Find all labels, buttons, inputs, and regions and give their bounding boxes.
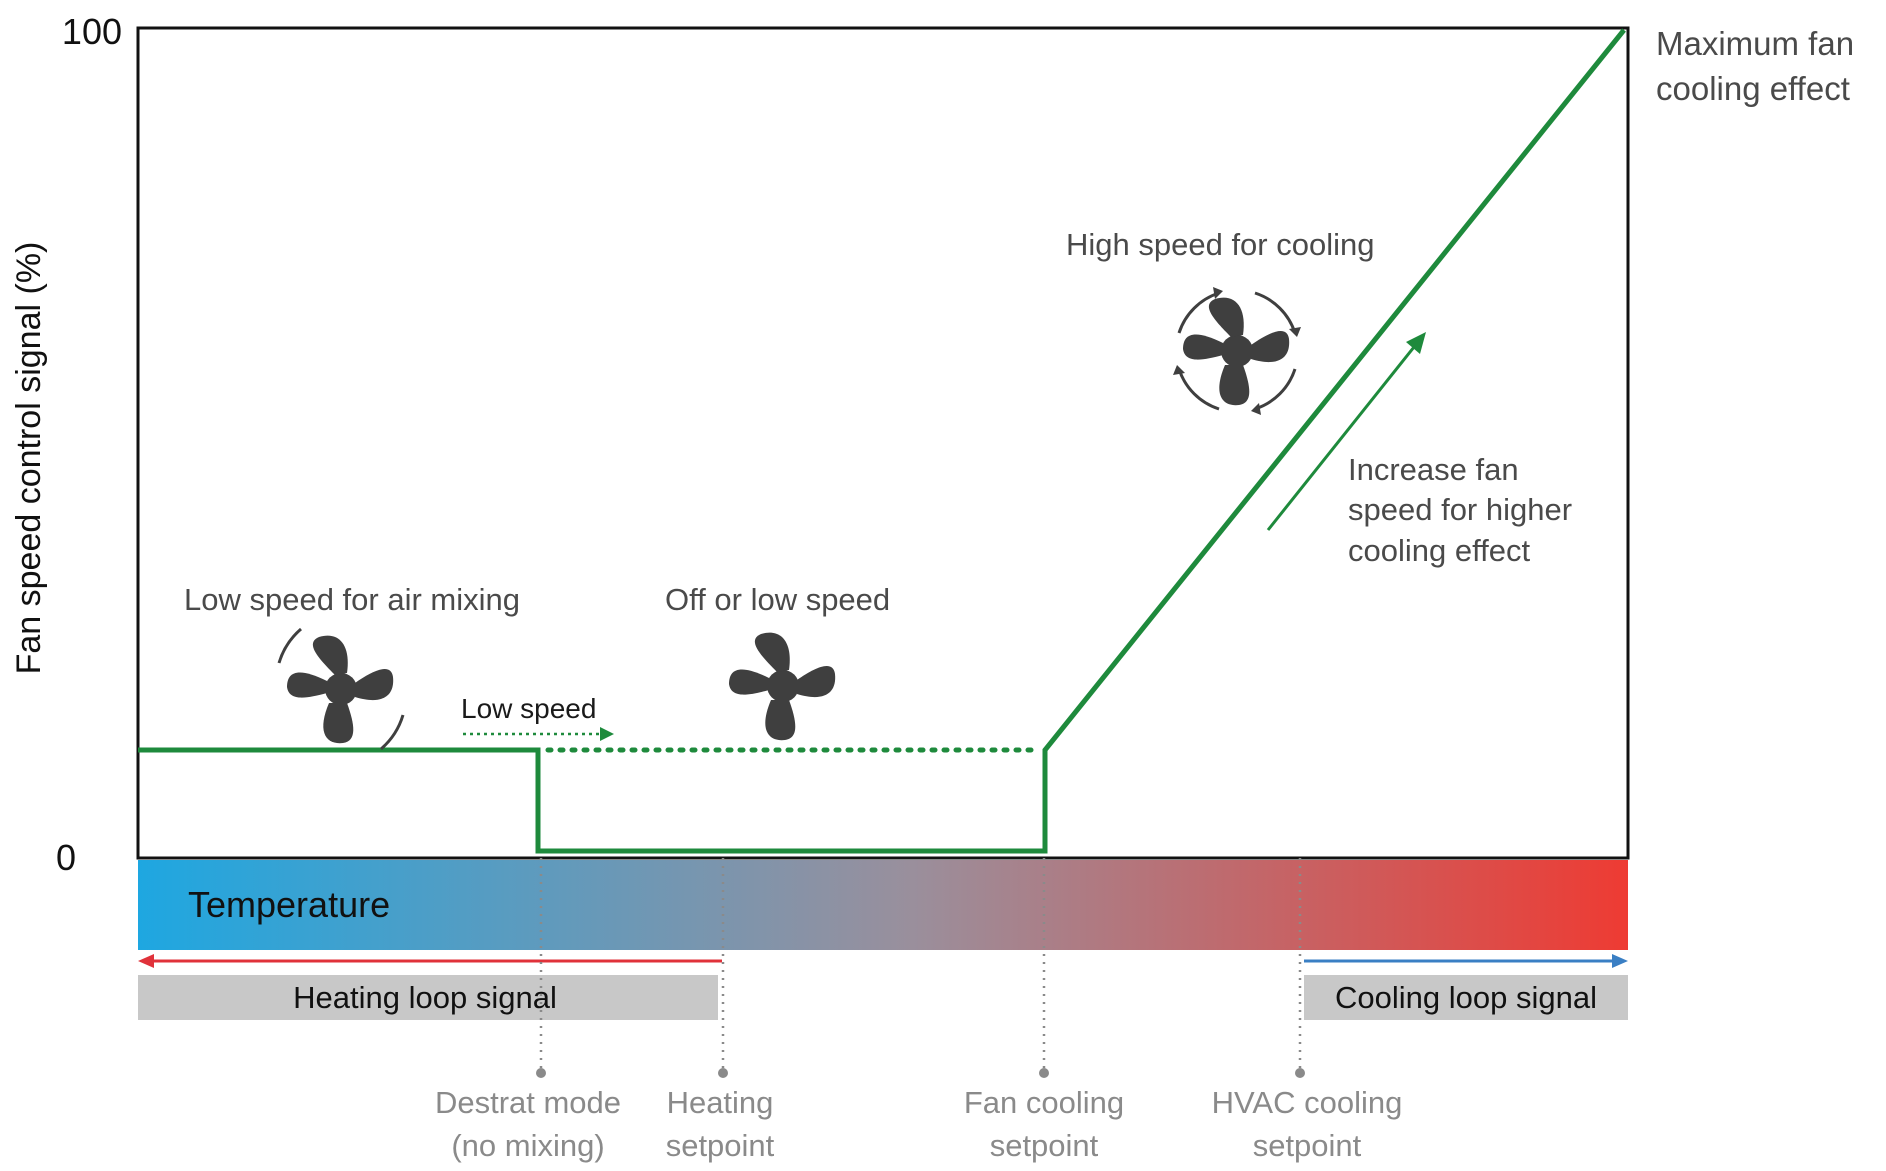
y-tick-100: 100 [62, 11, 122, 52]
increase-label-2: speed for higher [1348, 492, 1572, 527]
plot-frame [136, 26, 1630, 860]
low-speed-label: Low speed [461, 693, 596, 724]
signal-line-heating-low [138, 28, 1626, 854]
temperature-label: Temperature [188, 884, 390, 925]
heating-loop-label: Heating loop signal [293, 980, 557, 1015]
destrat-label-1: Destrat mode [435, 1085, 621, 1120]
fan-icon [729, 632, 836, 741]
hvac-cooling-setpoint-label-2: setpoint [1253, 1128, 1362, 1163]
max-fan-label-1: Maximum fan [1656, 25, 1854, 62]
y-axis-label: Fan speed control signal (%) [10, 242, 48, 675]
heating-loop-arrow [138, 954, 722, 968]
cooling-loop-label: Cooling loop signal [1335, 980, 1597, 1015]
high-speed-label: High speed for cooling [1066, 227, 1374, 262]
heating-setpoint-label-2: setpoint [666, 1128, 775, 1163]
increase-label-3: cooling effect [1348, 533, 1530, 568]
destrat-label-2: (no mixing) [451, 1128, 604, 1163]
temperature-bar [138, 860, 1628, 950]
heating-loop-box [138, 975, 718, 1020]
off-or-low-label: Off or low speed [665, 582, 890, 617]
fan-cooling-setpoint-label-2: setpoint [990, 1128, 1099, 1163]
fan-cooling-setpoint-label-1: Fan cooling [964, 1085, 1124, 1120]
fan-signal-curve [138, 28, 1626, 854]
increase-speed-arrow [1266, 332, 1426, 531]
low-speed-mixing-label: Low speed for air mixing [184, 582, 520, 617]
heating-setpoint-label-1: Heating [667, 1085, 774, 1120]
increase-label-1: Increase fan [1348, 452, 1519, 487]
fan-icon [277, 627, 405, 751]
hvac-cooling-setpoint-label-1: HVAC cooling [1212, 1085, 1403, 1120]
cooling-loop-arrow [1304, 954, 1628, 968]
low-speed-arrow [463, 727, 614, 741]
fan-icon [1173, 287, 1301, 415]
max-fan-label-2: cooling effect [1656, 70, 1850, 107]
cooling-loop-box [1304, 975, 1628, 1020]
y-tick-0: 0 [56, 837, 76, 878]
setpoint-markers [536, 1068, 1305, 1078]
